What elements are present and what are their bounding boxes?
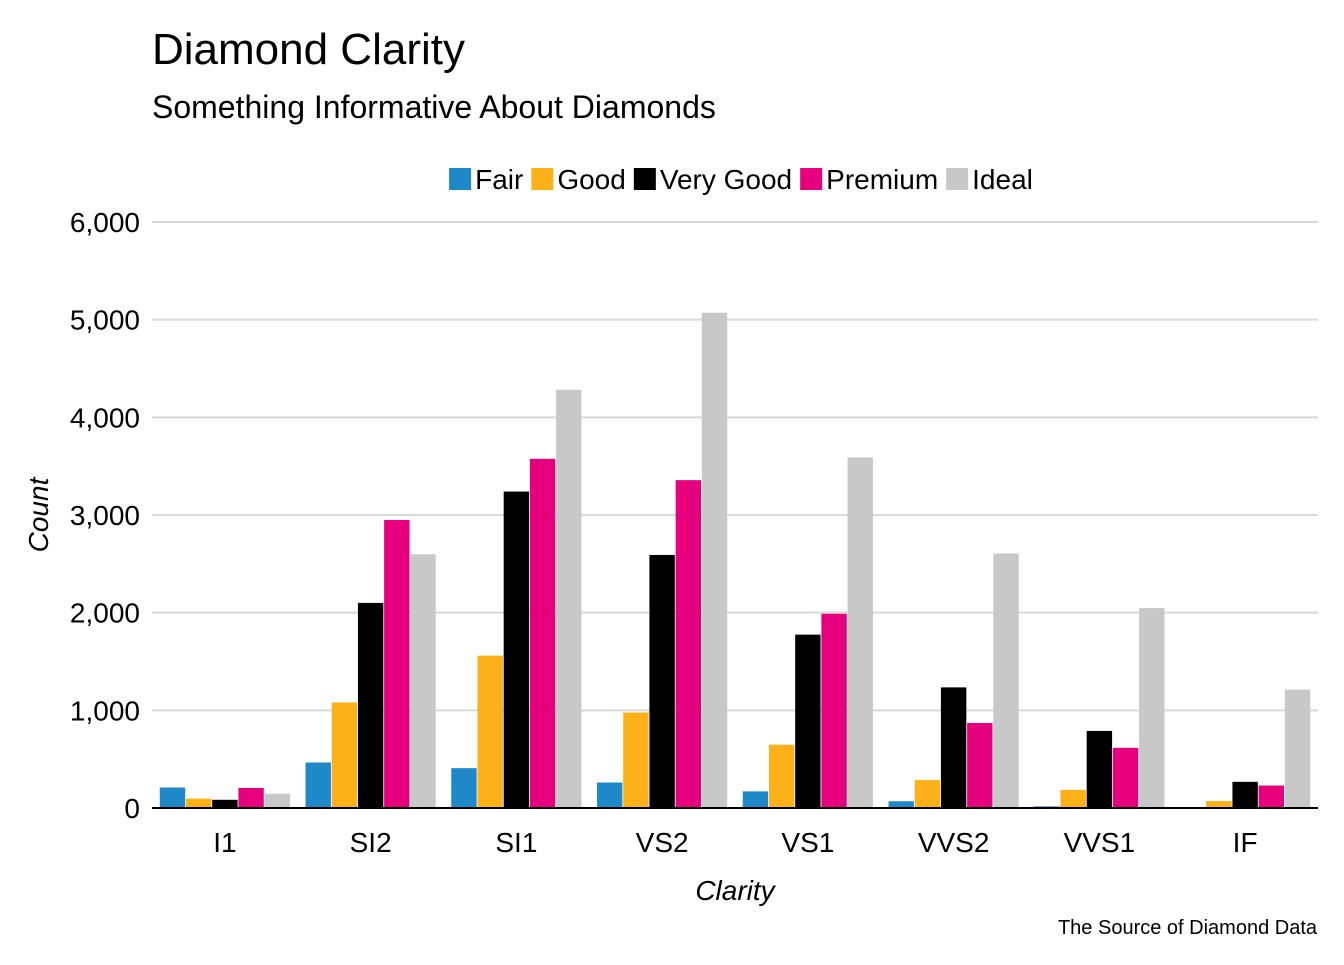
bar-vs2-very-good [649,554,675,808]
bar-vvs2-premium [967,723,993,808]
x-axis-ticks: I1 SI2 SI1 VS2 VS1 VVS2 VVS1 IF [213,827,1257,858]
y-tick-label: 3,000 [70,500,140,531]
x-axis-label: Clarity [695,875,776,906]
legend-swatch [531,168,554,190]
bar-vs2-premium [675,480,702,808]
legend-swatch [946,168,969,190]
bar-if-very-good [1232,781,1258,808]
y-tick-label: 6,000 [70,207,140,238]
bar-vvs1-good [1060,789,1086,808]
bar-si1-fair [451,768,477,808]
bar-vs2-good [623,712,649,808]
legend-label: Ideal [972,164,1033,195]
y-tick-label: 0 [124,793,140,824]
x-tick-label: SI2 [350,827,392,858]
bar-si1-premium [529,458,556,808]
bar-if-premium [1258,785,1285,808]
legend-label: Premium [826,164,938,195]
x-tick-label: VVS1 [1064,827,1136,858]
legend-label: Good [557,164,626,195]
bar-i1-premium [238,787,264,808]
bar-vvs2-good [914,780,941,808]
bar-vvs1-premium [1112,747,1139,808]
legend-item-premium: Premium [800,164,938,195]
bar-si1-ideal [556,389,582,808]
legend-label: Very Good [660,164,792,195]
bar-vvs2-fair [888,801,914,808]
bar-vs1-premium [821,613,847,808]
bar-vs1-fair [742,791,769,808]
legend-label: Fair [475,164,523,195]
grid-lines [152,221,1318,712]
x-tick-label: I1 [213,827,236,858]
bar-si1-very-good [503,491,530,808]
legend-swatch [449,168,472,190]
bar-si2-very-good [357,602,384,808]
bar-i1-ideal [264,793,290,808]
legend-item-very-good: Very Good [633,164,792,195]
chart-caption: The Source of Diamond Data [1058,917,1318,939]
bar-si1-good [477,655,503,808]
y-tick-label: 4,000 [70,402,140,433]
y-tick-label: 2,000 [70,598,140,629]
bar-i1-fair [159,787,186,808]
legend-item-fair: Fair [449,164,523,195]
legend: Fair Good Very Good Premium Ideal [449,164,1033,195]
y-axis-label: Count [23,476,54,552]
chart-subtitle: Something Informative About Diamonds [152,89,716,125]
chart-title: Diamond Clarity [152,25,465,74]
bar-if-ideal [1284,689,1311,808]
x-tick-label: VVS2 [918,827,990,858]
x-tick-label: VS1 [781,827,834,858]
bar-si2-good [331,702,358,808]
bar-vs1-very-good [795,634,821,808]
bar-vvs2-ideal [993,553,1019,808]
legend-item-good: Good [531,164,626,195]
bar-si2-fair [305,762,331,808]
bar-if-good [1206,801,1232,808]
y-axis-ticks: 0 1,000 2,000 3,000 4,000 5,000 6,000 [70,207,140,824]
bar-vs1-good [768,744,795,808]
bar-vs2-fair [597,782,623,808]
legend-item-ideal: Ideal [946,164,1033,195]
x-tick-label: VS2 [636,827,689,858]
bar-vs2-ideal [701,312,728,808]
x-tick-label: SI1 [495,827,537,858]
x-tick-label: IF [1233,827,1258,858]
bar-i1-good [185,798,212,808]
legend-swatch [633,168,656,190]
bar-i1-very-good [212,799,238,808]
bars [159,312,1311,808]
legend-swatch [800,168,823,190]
bar-si2-ideal [410,554,436,808]
bar-vvs1-very-good [1086,730,1113,808]
y-tick-label: 1,000 [70,695,140,726]
bar-vvs1-ideal [1139,608,1165,808]
y-tick-label: 5,000 [70,305,140,336]
bar-vvs2-very-good [940,687,967,808]
bar-vs1-ideal [847,457,873,808]
bar-si2-premium [384,519,410,808]
